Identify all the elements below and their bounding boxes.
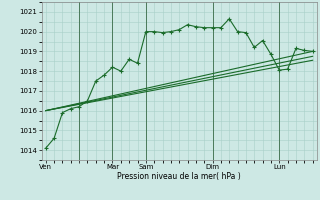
- X-axis label: Pression niveau de la mer( hPa ): Pression niveau de la mer( hPa ): [117, 172, 241, 181]
